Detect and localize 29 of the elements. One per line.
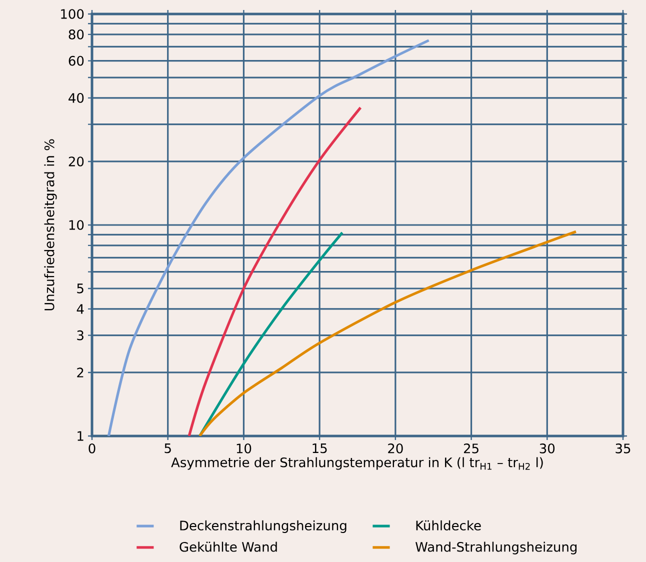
x-tick-label: 20 (388, 444, 403, 454)
x-tick-label: 10 (236, 444, 252, 454)
legend-label: Gekühlte Wand (180, 542, 277, 552)
y-tick-label: 1 (78, 431, 84, 441)
y-tick-label: 10 (69, 220, 84, 230)
x-tick-label: 30 (540, 444, 555, 454)
y-tick-label: 100 (61, 9, 84, 19)
line-series (107, 39, 430, 436)
y-axis-title: Unzufriedensheitgrad in % (44, 139, 57, 310)
y-tick-label: 80 (68, 30, 84, 40)
line-series (198, 230, 578, 436)
x-tick-label: 0 (88, 444, 96, 454)
x-tick-label: 25 (464, 444, 478, 454)
legend-label: Deckenstrahlungsheizung (180, 520, 346, 533)
y-tick-label: 20 (68, 156, 84, 166)
line-series (188, 106, 362, 436)
y-tick-label: 2 (77, 368, 84, 378)
y-tick-label: 5 (77, 284, 84, 294)
x-tick-label: 5 (164, 444, 171, 454)
x-tick-label: 35 (616, 444, 630, 454)
x-axis-title: Asymmetrie der Strahlungstemperatur in K (l tr$_{H1}$ – tr$_{H2}$ l) (171, 457, 543, 470)
y-tick-label: 40 (68, 93, 84, 103)
legend-label: Kühldecke (416, 520, 481, 530)
y-tick-label: 3 (77, 330, 84, 340)
x-tick-label: 15 (312, 444, 327, 454)
line-series (198, 231, 344, 436)
y-tick-label: 4 (76, 304, 84, 314)
y-tick-label: 60 (68, 56, 84, 66)
legend-label: Wand-Strahlungsheizung (416, 542, 577, 554)
